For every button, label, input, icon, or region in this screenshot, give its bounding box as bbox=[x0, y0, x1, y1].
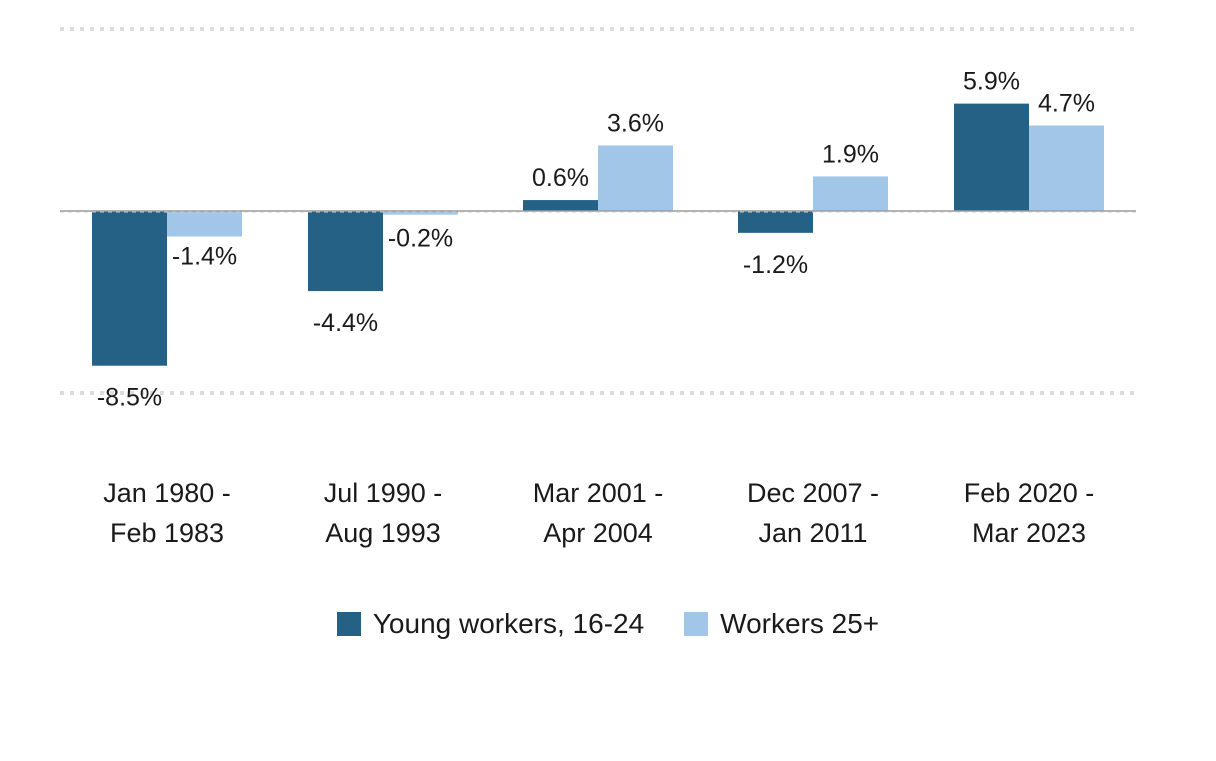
legend-item-workers-25-plus: Workers 25+ bbox=[684, 608, 879, 640]
legend-item-young-workers: Young workers, 16-24 bbox=[336, 608, 645, 640]
legend: Young workers, 16-24 Workers 25+ bbox=[0, 606, 1216, 642]
bar-series2-4 bbox=[813, 176, 888, 211]
bar-series1-5 bbox=[954, 103, 1029, 211]
data-label-series1-5: 5.9% bbox=[963, 68, 1020, 96]
bar-series2-3 bbox=[598, 145, 673, 211]
bar-series2-5 bbox=[1029, 125, 1104, 211]
x-tick-label-1-line-2: Feb 1983 bbox=[110, 518, 224, 548]
x-tick-label-5-line-2: Mar 2023 bbox=[972, 518, 1086, 548]
x-tick-label-2-line-1: Jul 1990 - bbox=[324, 478, 443, 508]
data-label-series2-5: 4.7% bbox=[1038, 89, 1095, 117]
x-tick-label-1-line-1: Jan 1980 - bbox=[103, 478, 231, 508]
legend-swatch-young-workers bbox=[336, 612, 361, 636]
x-tick-label-3-line-1: Mar 2001 - bbox=[533, 478, 664, 508]
bar-series2-2 bbox=[383, 211, 458, 215]
x-tick-label-2-line-2: Aug 1993 bbox=[325, 518, 441, 548]
bar-series2-1 bbox=[167, 211, 242, 237]
legend-swatch-workers-25-plus bbox=[684, 612, 709, 636]
legend-label-workers-25-plus: Workers 25+ bbox=[720, 608, 880, 639]
x-tick-label-3-line-2: Apr 2004 bbox=[543, 518, 653, 548]
x-tick-label-5-line-1: Feb 2020 - bbox=[964, 478, 1095, 508]
bar-series1-3 bbox=[523, 200, 598, 211]
bar-series1-1 bbox=[92, 211, 167, 366]
bar-series1-4 bbox=[738, 211, 813, 233]
data-label-series1-1: -8.5% bbox=[97, 384, 162, 412]
x-tick-label-4-line-2: Jan 2011 bbox=[758, 518, 867, 548]
bar-series1-2 bbox=[308, 211, 383, 292]
data-label-series2-1: -1.4% bbox=[172, 242, 237, 270]
data-label-series2-4: 1.9% bbox=[822, 140, 879, 168]
data-label-series2-2: -0.2% bbox=[388, 225, 453, 253]
legend-label-young-workers: Young workers, 16-24 bbox=[372, 608, 645, 639]
data-label-series2-3: 3.6% bbox=[607, 109, 664, 137]
data-label-series1-2: -4.4% bbox=[313, 309, 378, 337]
chart: -8.5% -4.4% 0.6% -1.2% 5.9% -1.4% -0.2% 3.6% 1.9… bbox=[60, 27, 1136, 548]
x-tick-label-4-line-1: Dec 2007 - bbox=[747, 478, 879, 508]
data-label-series1-3: 0.6% bbox=[532, 164, 589, 192]
data-label-series1-4: -1.2% bbox=[743, 251, 808, 279]
